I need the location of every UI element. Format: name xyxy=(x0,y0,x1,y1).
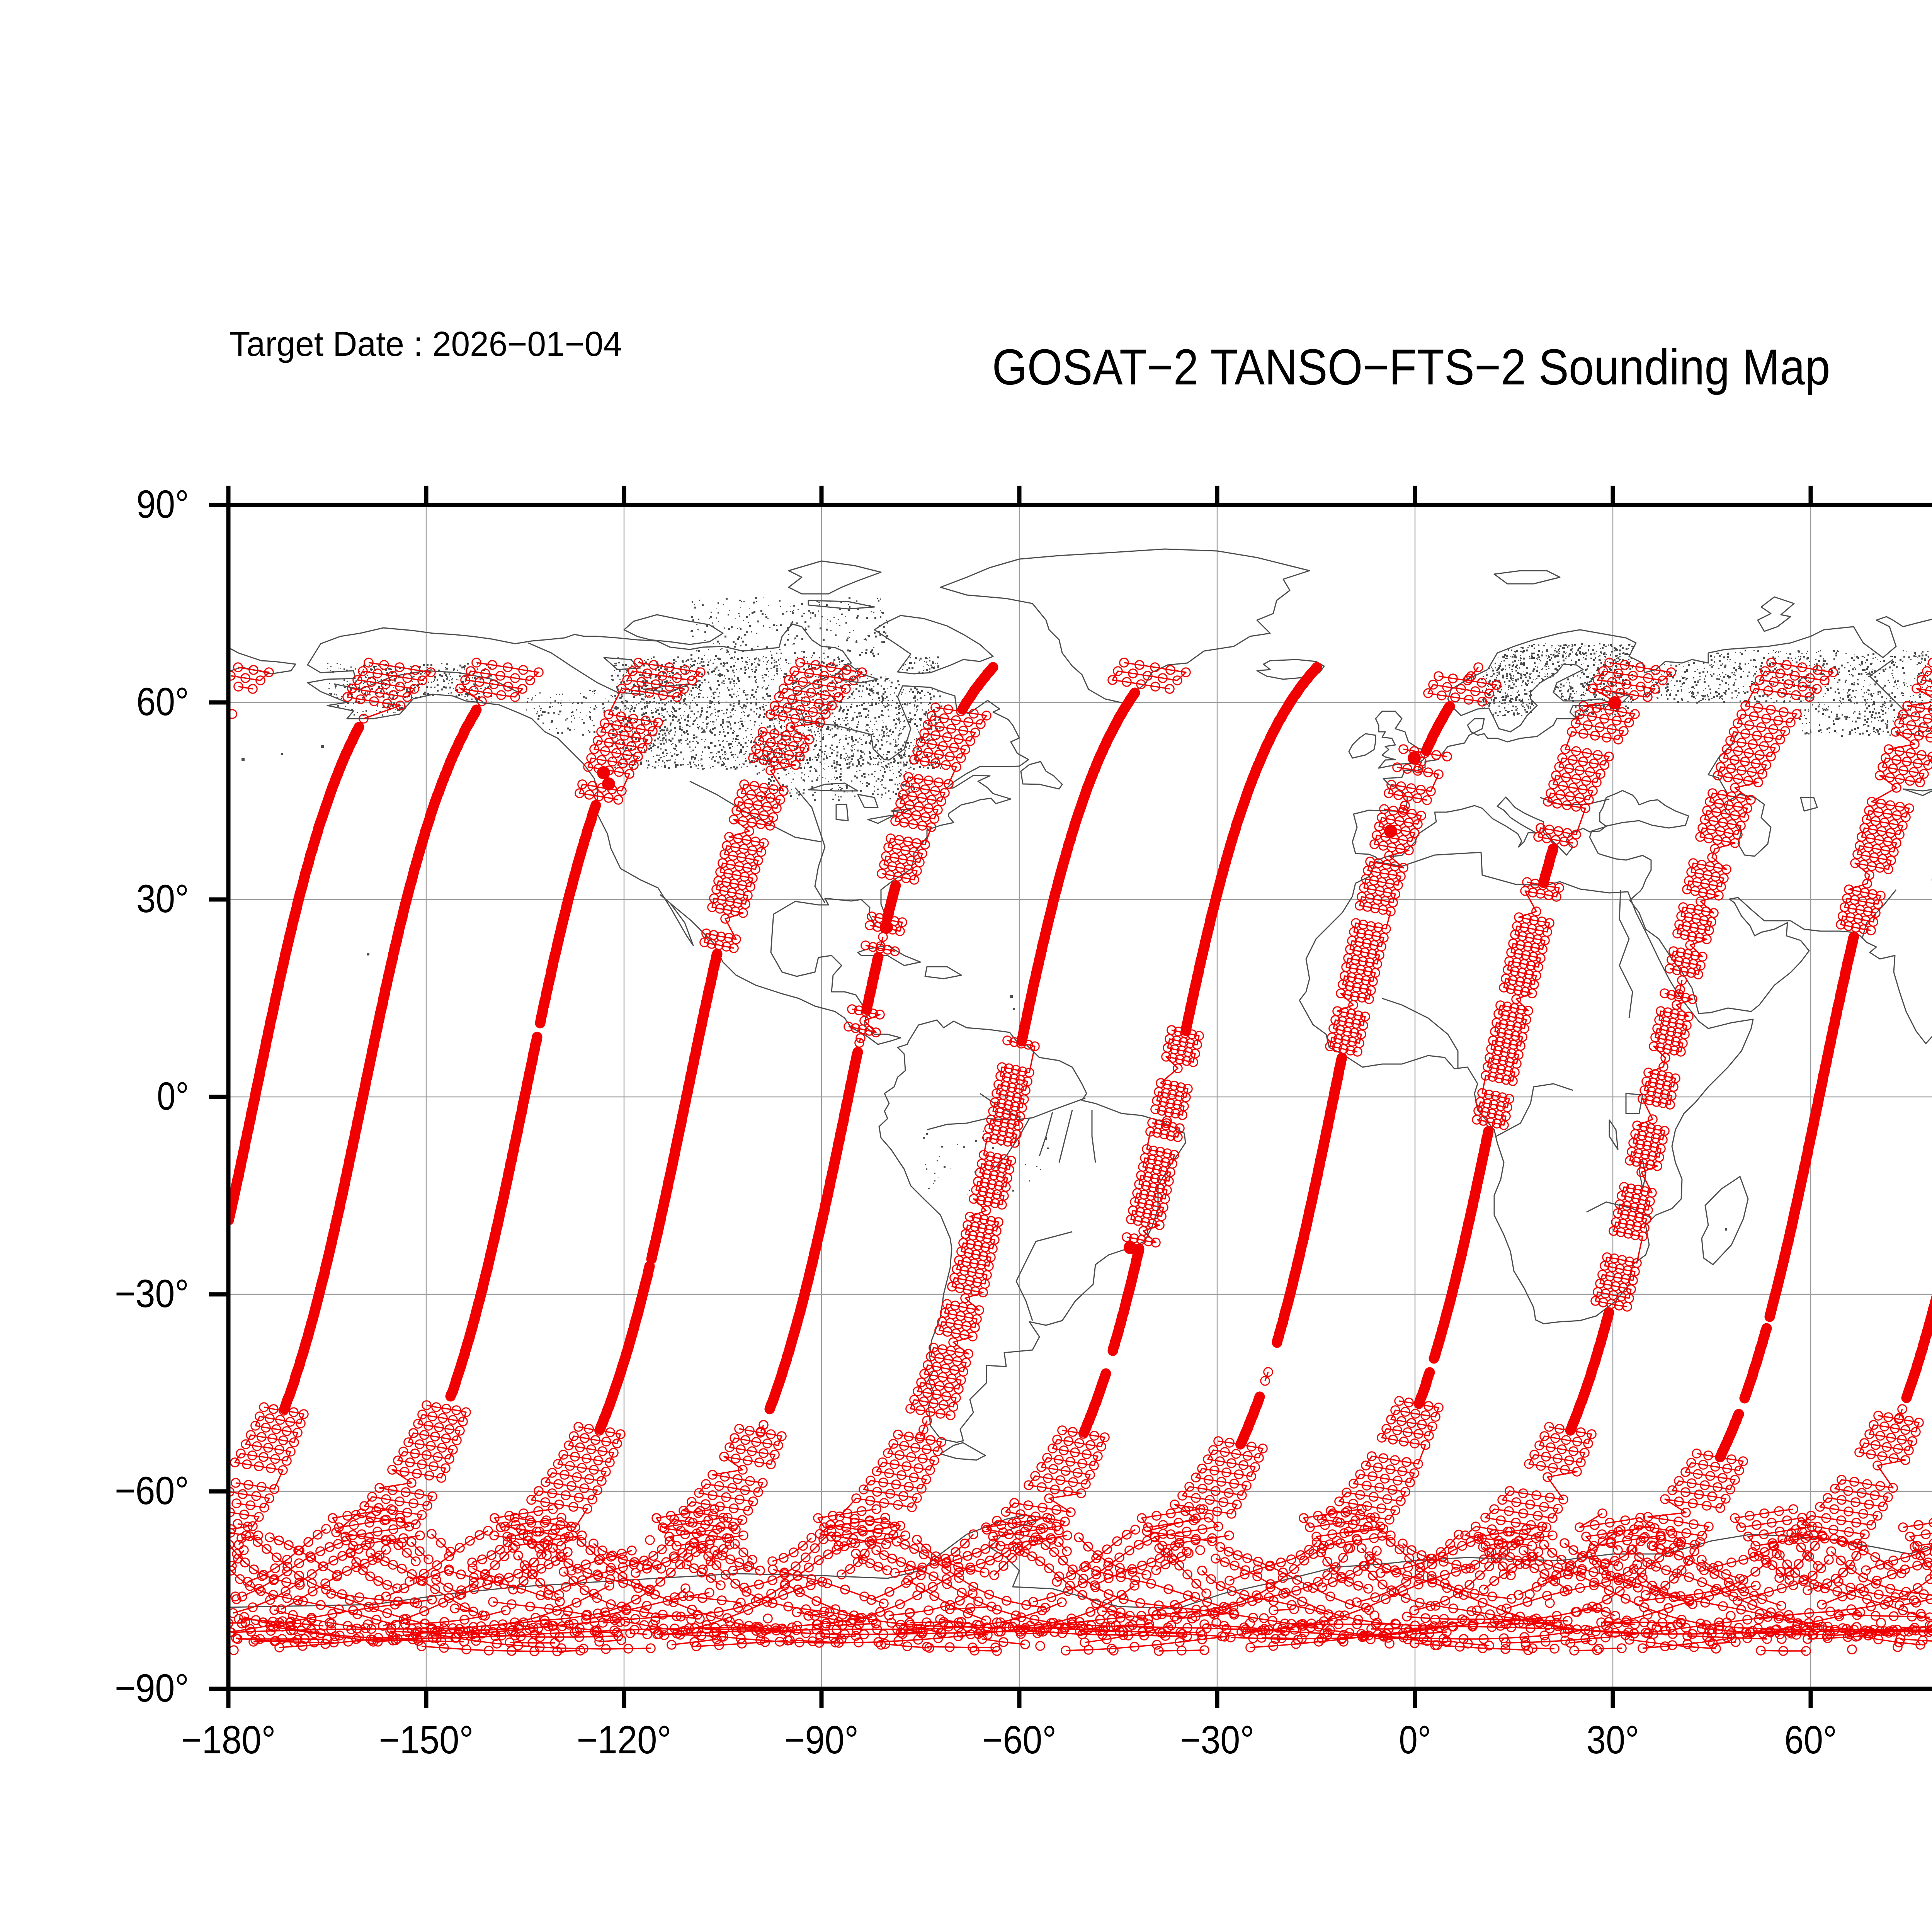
svg-text:30°: 30° xyxy=(1587,1718,1639,1762)
svg-text:30°: 30° xyxy=(136,877,189,921)
svg-text:60°: 60° xyxy=(136,680,189,724)
svg-text:−30°: −30° xyxy=(115,1272,189,1316)
svg-text:0°: 0° xyxy=(157,1074,189,1118)
svg-text:−120°: −120° xyxy=(577,1718,672,1762)
svg-text:−90°: −90° xyxy=(115,1666,189,1710)
svg-text:−30°: −30° xyxy=(1180,1718,1254,1762)
svg-text:−60°: −60° xyxy=(115,1469,189,1513)
svg-text:60°: 60° xyxy=(1784,1718,1837,1762)
svg-text:GOSAT−2 TANSO−FTS−2 Sounding M: GOSAT−2 TANSO−FTS−2 Sounding Map xyxy=(992,338,1830,395)
svg-text:0°: 0° xyxy=(1399,1718,1431,1762)
svg-text:−180°: −180° xyxy=(181,1718,276,1762)
svg-text:−90°: −90° xyxy=(784,1718,859,1762)
svg-text:90°: 90° xyxy=(136,482,189,526)
svg-text:−60°: −60° xyxy=(982,1718,1056,1762)
svg-text:Target Date : 2026−01−04: Target Date : 2026−01−04 xyxy=(230,325,622,364)
svg-text:−150°: −150° xyxy=(379,1718,474,1762)
